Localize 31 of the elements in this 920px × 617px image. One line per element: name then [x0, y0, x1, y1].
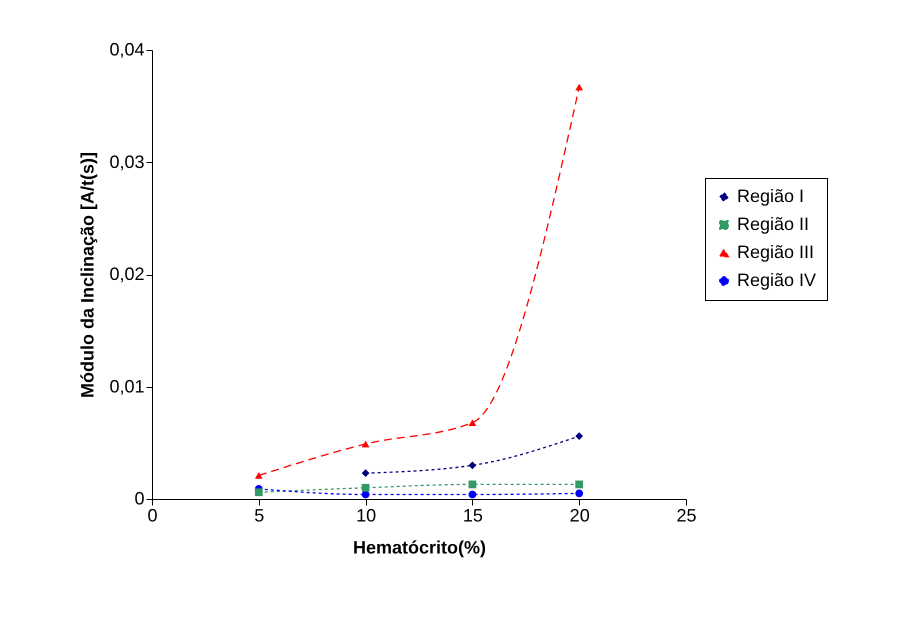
point	[468, 461, 476, 470]
y-tick-label: 0,01	[109, 376, 144, 396]
y-tick-label: 0,02	[109, 264, 144, 284]
x-tick-label: 10	[356, 506, 376, 526]
y-tick-label: 0	[134, 488, 144, 508]
point	[575, 432, 584, 440]
x-tick-label: 25	[676, 506, 697, 526]
legend-label: Região II	[737, 214, 810, 234]
x-axis-title: Hematócrito(%)	[352, 538, 486, 558]
point	[468, 480, 476, 488]
x-tick-label: 20	[570, 506, 590, 526]
y-tick-label: 0,03	[109, 152, 144, 172]
legend-label: Região III	[737, 242, 814, 262]
point	[254, 472, 263, 479]
x-tick-label: 15	[462, 506, 483, 526]
y-axis-title: Módulo da Inclinação [A/t(s)]	[77, 152, 98, 398]
y-tick-label: 0,04	[109, 40, 144, 60]
point	[468, 490, 476, 498]
point	[362, 469, 370, 478]
point	[575, 84, 584, 90]
x-tick-label: 5	[254, 506, 264, 526]
point	[362, 440, 370, 448]
x-tick-label: 0	[147, 506, 158, 526]
point	[362, 490, 370, 498]
point	[468, 419, 476, 426]
point	[362, 484, 370, 492]
legend-label: Região I	[737, 186, 804, 206]
legend-label: Região IV	[737, 270, 816, 290]
point	[254, 488, 263, 496]
point	[575, 490, 584, 498]
point	[575, 480, 584, 488]
